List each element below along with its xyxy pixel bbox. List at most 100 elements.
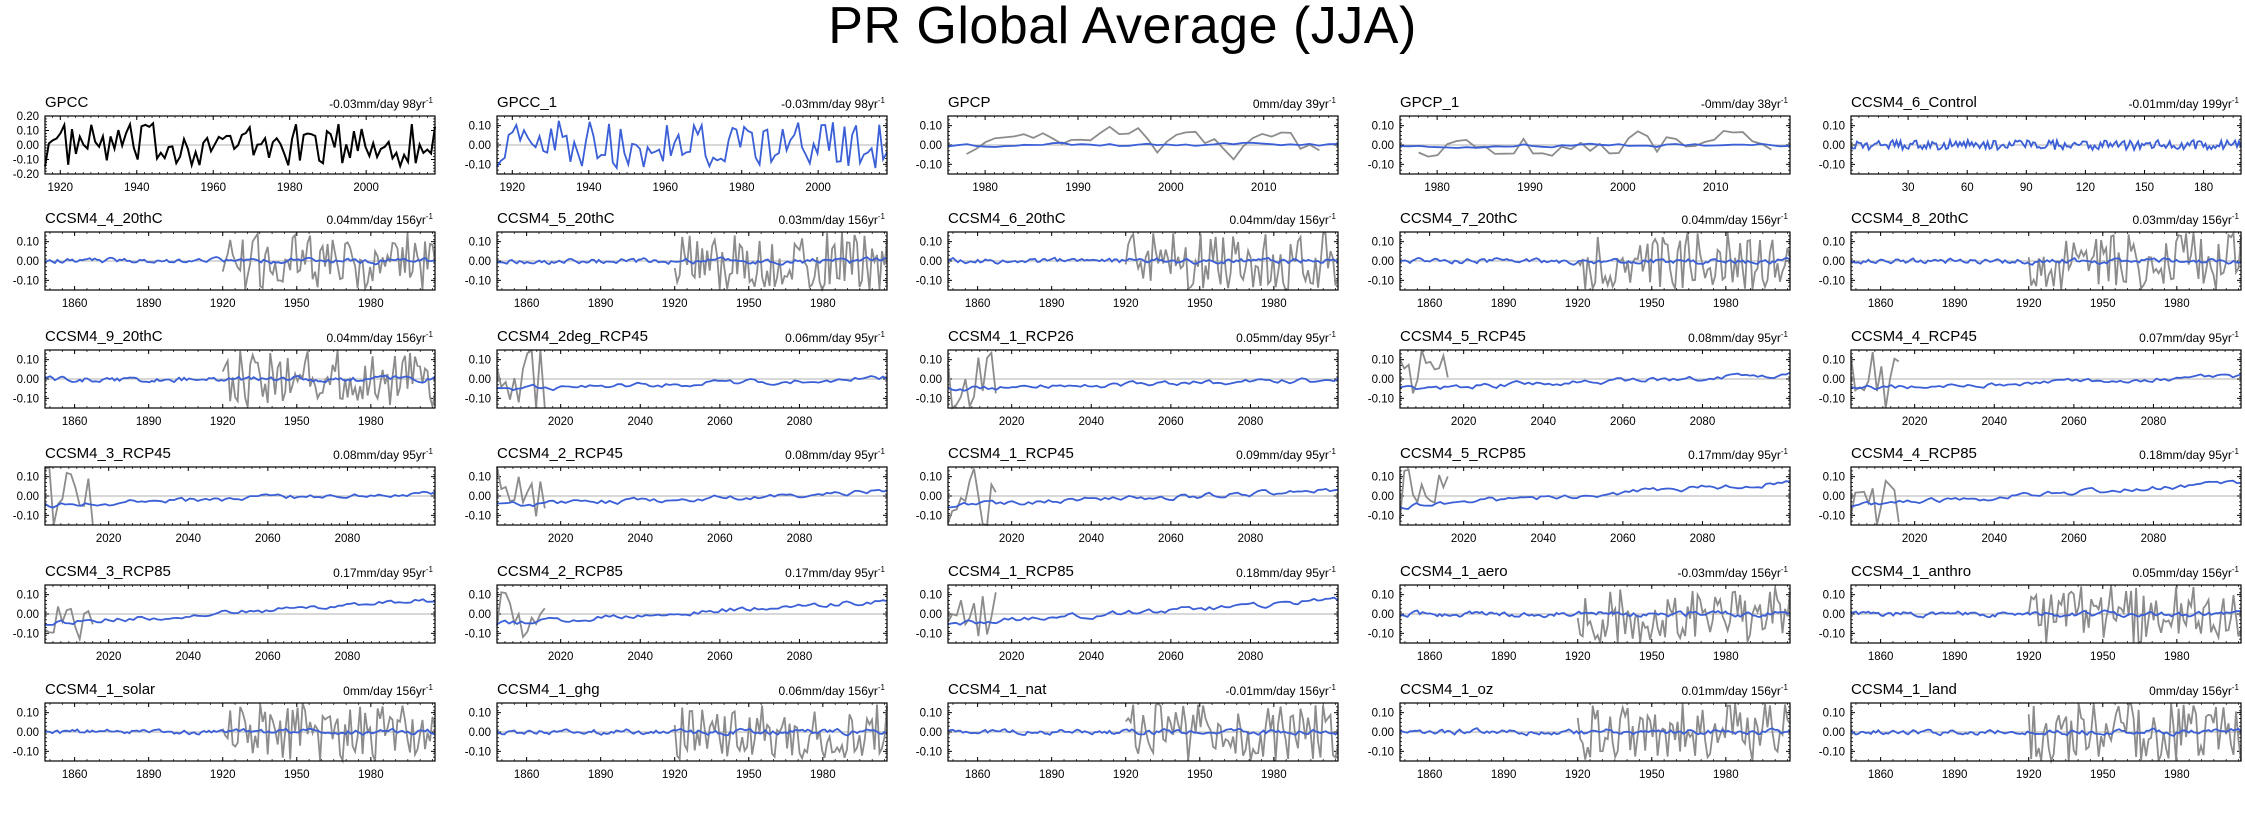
plot-area: 0.10 0.00 -0.10 2020 2040 2060 2080 [1819,466,2242,545]
series-observed-overlay [966,125,1320,161]
series-observed-overlay [1399,468,1449,520]
series-model [44,374,436,384]
plot-frame [1399,115,1791,175]
panel-ccsm4-1-nat: CCSM4_1_nat -0.01mm/day 156yr-1 0.10 0.00 -0… [903,681,1353,813]
plot-frame [44,702,436,762]
y-tick-label: 0.00 [1372,256,1394,268]
trend-label: -0.01mm/day 156yr-1 [1225,683,1336,698]
x-tick-label: 1950 [1639,298,1665,310]
x-tick-label: 1860 [62,769,88,781]
y-tick-label: 0.00 [469,609,491,621]
y-tick-label: -0.10 [13,628,39,640]
x-tick-label: 1860 [1417,298,1443,310]
x-tick-label: 1890 [136,416,162,428]
x-tick-label: 1980 [2164,298,2190,310]
y-tick-label: 0.00 [1372,140,1394,152]
plot-area: 0.10 0.00 -0.10 2020 2040 2060 2080 [916,466,1339,545]
series-model [496,727,888,737]
trend-label: -0.01mm/day 199yr-1 [2128,96,2239,111]
x-tick-label: 2020 [1902,416,1928,428]
plot-area: 0.10 0.00 -0.10 2020 2040 2060 2080 [465,349,888,428]
x-tick-label: 1890 [1491,769,1517,781]
x-tick-label: 2020 [96,651,122,663]
panel-ccsm4-6-control: CCSM4_6_Control -0.01mm/day 199yr-1 0.10 0.… [1806,94,2245,226]
y-tick-label: 0.00 [1372,727,1394,739]
y-tick-label: -0.10 [465,746,491,758]
y-tick-label: 0.10 [1823,121,1845,133]
x-tick-label: 1860 [514,769,540,781]
y-tick-label: 0.10 [1823,708,1845,720]
trend-label: 0.17mm/day 95yr-1 [1688,447,1788,462]
y-tick-label: -0.10 [465,159,491,171]
series-model [496,375,888,392]
series-observed-overlay [1576,703,1791,762]
plot-frame [1399,702,1791,762]
x-tick-label: 1890 [1942,651,1968,663]
panel-ccsm4-5-rcp85: CCSM4_5_RCP85 0.17mm/day 95yr-1 0.10 0.00 -0… [1355,445,1805,577]
y-tick-label: 0.10 [920,121,942,133]
series-model [947,487,1339,509]
x-tick-label: 2020 [548,533,574,545]
x-tick-label: 1980 [1713,298,1739,310]
plot-frame [1399,231,1791,291]
panel-title: CCSM4_1_RCP85 [948,563,1074,580]
x-tick-label: 2040 [1981,416,2007,428]
x-tick-label: 2040 [627,533,653,545]
series-model [1399,142,1791,149]
x-tick-label: 1860 [1417,651,1443,663]
x-tick-label: 1980 [358,769,384,781]
series-model [1399,727,1791,737]
y-tick-label: 0.00 [1823,609,1845,621]
series-observed-overlay [1124,702,1339,761]
panel-title: CCSM4_1_solar [45,681,156,698]
series-model [947,256,1339,265]
x-tick-label: 1980 [277,182,303,194]
plot-frame [496,231,888,291]
panel-ccsm4-6-20thc: CCSM4_6_20thC 0.04mm/day 156yr-1 0.10 0.00 -… [903,210,1353,342]
x-tick-label: 1980 [2164,769,2190,781]
y-tick-label: 0.10 [17,355,39,367]
x-tick-label: 2040 [1530,416,1556,428]
x-tick-label: 2020 [999,416,1025,428]
x-tick-label: 120 [2076,182,2095,194]
x-tick-label: 2060 [707,533,733,545]
y-tick-label: -0.10 [916,628,942,640]
y-tick-label: -0.20 [13,169,39,181]
series-model [1399,609,1790,619]
x-tick-label: 2000 [1610,182,1636,194]
series-model [44,598,436,626]
trend-label: 0.04mm/day 156yr-1 [1229,212,1336,227]
x-tick-label: 1990 [1517,182,1543,194]
y-tick-label: -0.10 [1368,746,1394,758]
x-tick-label: 1950 [1639,769,1665,781]
plot-frame [1850,231,2242,291]
plot-area: 0.10 0.00 -0.10 1860 1890 1920 1950 1980 [1819,702,2242,781]
series-observed-overlay [673,704,888,762]
panel-ccsm4-2deg-rcp45: CCSM4_2deg_RCP45 0.06mm/day 95yr-1 0.10 0.0… [452,328,902,460]
plot-frame [496,349,888,409]
trend-label: 0.06mm/day 95yr-1 [785,330,885,345]
plot-area: 0.10 0.00 -0.10 1920 1940 1960 1980 2000 [465,115,888,194]
plot-frame [496,584,888,644]
panel-ccsm4-1-ghg: CCSM4_1_ghg 0.06mm/day 156yr-1 0.10 0.00 -0.… [452,681,902,813]
panel-gpcc: GPCC -0.03mm/day 98yr-1 0.20 0.10 0.00 -0.10 -… [0,94,450,226]
plot-area: 0.10 0.00 -0.10 2020 2040 2060 2080 [916,584,1339,663]
x-tick-label: 2080 [1690,533,1716,545]
y-tick-label: -0.10 [13,155,39,167]
trend-label: 0.07mm/day 95yr-1 [2139,330,2239,345]
panel-ccsm4-4-rcp45: CCSM4_4_RCP45 0.07mm/day 95yr-1 0.10 0.00 -0… [1806,328,2245,460]
plot-area: 0.10 0.00 -0.10 1860 1890 1920 1950 1980 [13,349,436,428]
panel-title: CCSM4_5_20thC [497,210,615,227]
x-tick-label: 1950 [284,769,310,781]
x-tick-label: 2020 [999,533,1025,545]
x-tick-label: 2080 [1238,533,1264,545]
plot-frame [1850,466,2242,526]
series-model [1850,727,2242,737]
x-tick-label: 1920 [1565,651,1591,663]
panel-ccsm4-3-rcp45: CCSM4_3_RCP45 0.08mm/day 95yr-1 0.10 0.00 -0… [0,445,450,577]
plot-area: 0.20 0.10 0.00 -0.10 -0.20 1920 1940 1960 1980 20… [13,111,436,194]
y-tick-label: 0.10 [1823,590,1845,602]
plot-frame [1850,115,2242,175]
trend-label: 0.09mm/day 95yr-1 [1236,447,1336,462]
x-tick-label: 1920 [662,769,688,781]
